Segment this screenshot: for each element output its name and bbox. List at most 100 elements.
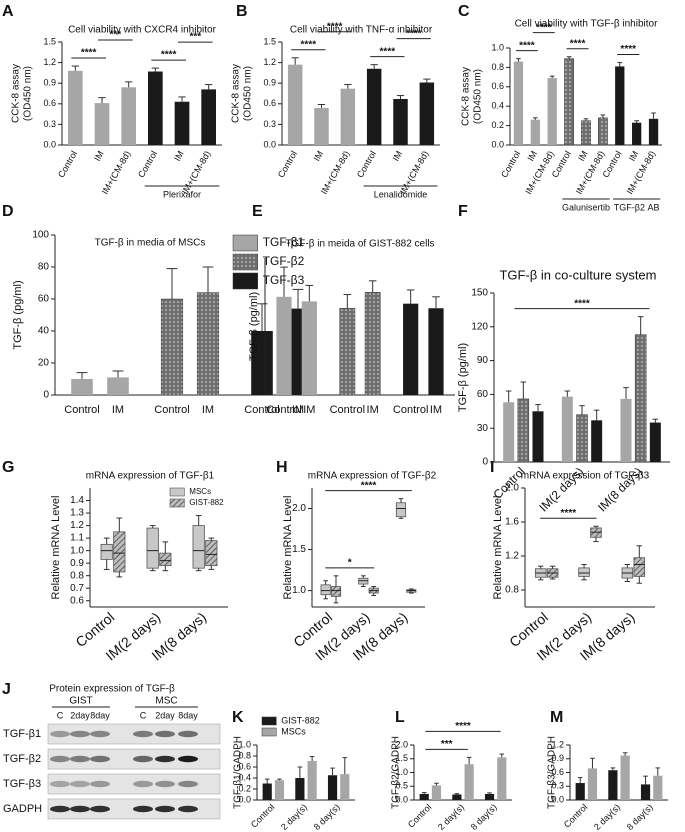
y-axis-label: TGF-β3/GADPH <box>547 736 558 809</box>
y-tick-label: 0.0 <box>43 139 56 149</box>
significance-label: *** <box>109 30 121 41</box>
y-tick-label: 1.2 <box>43 57 56 67</box>
box <box>100 543 113 560</box>
y-tick-label: 0.6 <box>43 98 56 108</box>
panel-letter: H <box>276 459 288 476</box>
significance-label: *** <box>189 32 201 43</box>
x-tick-label: 8 day(s) <box>625 802 655 832</box>
panel-letter: B <box>236 3 248 20</box>
y-tick-label: 90 <box>477 355 489 366</box>
panel-letter: J <box>2 681 11 698</box>
bar <box>632 122 642 145</box>
blot-band <box>50 805 70 813</box>
blot-lane: 8day <box>178 710 198 720</box>
box <box>395 502 407 518</box>
bar <box>561 396 573 462</box>
legend-swatch <box>232 234 258 252</box>
box <box>146 527 159 569</box>
y-tick-label: 0.0 <box>551 794 564 804</box>
x-tick-label: IM <box>367 404 379 416</box>
blot-band <box>70 730 90 738</box>
bar <box>464 764 474 800</box>
x-tick-label: IM <box>112 404 124 416</box>
significance-label: *** <box>441 739 453 750</box>
panel-letter: E <box>252 203 263 220</box>
significance-label: **** <box>81 48 97 59</box>
y-axis-label: (OD450 nm) <box>243 66 254 121</box>
bar <box>403 303 419 395</box>
box <box>159 552 172 567</box>
box <box>330 586 342 597</box>
x-tick-label: IM <box>303 404 315 416</box>
x-tick-label: Control <box>56 149 79 179</box>
y-tick-label: 0.6 <box>238 761 251 771</box>
y-axis-label: (OD450 nm) <box>23 66 34 121</box>
bar <box>366 68 382 145</box>
x-tick-label: 2 day(s) <box>592 802 622 832</box>
blot-row-label: GADPH <box>3 803 42 815</box>
bar <box>564 58 575 146</box>
bar <box>608 770 618 800</box>
significance-label: **** <box>361 480 377 491</box>
blot-lane: 8day <box>90 710 110 720</box>
blot-title: Protein expression of TGF-β <box>49 684 175 695</box>
bar <box>339 307 356 396</box>
y-tick-label: 0.9 <box>551 753 564 763</box>
y-axis-label: (OD450 nm) <box>473 69 484 124</box>
y-tick-label: 1.0 <box>238 739 251 749</box>
blot-band <box>133 805 153 813</box>
y-axis-label: Relative mRNA Level <box>50 496 62 600</box>
bar <box>419 793 429 800</box>
blot-lane: 2day <box>70 710 90 720</box>
bar <box>532 411 544 462</box>
significance-label: **** <box>561 508 577 519</box>
blot-band <box>50 755 70 763</box>
y-axis-label: TGF-β (pg/ml) <box>12 280 24 349</box>
x-tick-label: IM <box>430 404 442 416</box>
y-axis-label: TGF-β (pg/ml) <box>457 343 469 412</box>
y-tick-label: 1.5 <box>43 36 56 46</box>
bar <box>530 119 540 145</box>
bar <box>649 422 661 462</box>
legend-label: MSCs <box>281 726 306 736</box>
bar <box>517 398 530 463</box>
x-tick-label: IM <box>312 149 326 163</box>
y-tick-label: 1.3 <box>70 508 84 519</box>
y-tick-label: 60 <box>38 294 50 305</box>
chart-title: TGF-β in media of MSCs <box>95 238 206 249</box>
significance-label: **** <box>620 44 636 55</box>
panel-letter: A <box>2 3 14 20</box>
bar <box>452 794 462 800</box>
blot-lane: 2day <box>155 710 175 720</box>
blot-band <box>50 730 70 738</box>
bar <box>71 379 93 395</box>
y-tick-label: 1.2 <box>551 739 564 749</box>
bar <box>575 783 585 800</box>
group-label: Plerixafor <box>163 189 201 199</box>
y-axis-label: CCK-8 assay <box>11 64 22 123</box>
chart-title: mRNA expression of TGF-β1 <box>86 471 215 482</box>
y-tick-label: 0.2 <box>238 783 251 793</box>
panel-letter: F <box>458 203 468 220</box>
x-tick-label: Control <box>64 404 99 416</box>
blot-band <box>133 780 153 788</box>
blot-band <box>90 755 110 763</box>
y-tick-label: 0 <box>43 390 49 401</box>
x-tick-label: IM <box>202 404 214 416</box>
bar <box>364 292 381 396</box>
x-tick-label: IM <box>92 149 106 163</box>
significance-label: **** <box>455 721 471 732</box>
chart-title: Cell viability with TGF-β inhibitor <box>515 19 658 30</box>
bar <box>68 70 83 145</box>
y-tick-label: 0.8 <box>238 750 251 760</box>
y-tick-label: 2.0 <box>395 739 408 749</box>
group-label: Galunisertib <box>562 202 610 212</box>
bar <box>148 71 163 145</box>
y-tick-label: 1.2 <box>70 520 84 531</box>
chart-title: TGF-β in co-culture system <box>499 267 656 282</box>
bar <box>201 89 216 145</box>
panel-letter: K <box>232 709 244 726</box>
y-tick-label: 0.8 <box>70 570 84 581</box>
blot-band <box>70 755 90 763</box>
legend-label: MSCs <box>189 487 211 496</box>
